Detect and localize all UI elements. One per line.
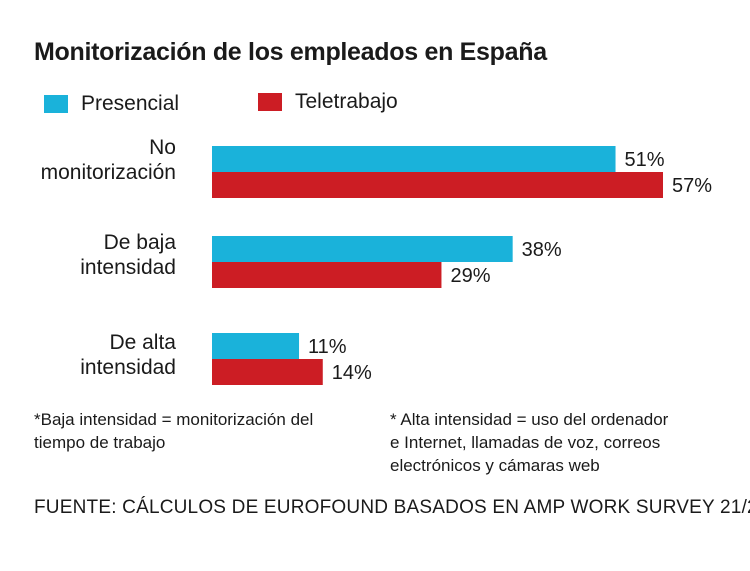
data-label-presencial-no-monitorizacion: 51% (625, 149, 665, 171)
bar-chart: 51% 57% 38% 29% 11% 14% (212, 146, 712, 385)
bar-teletrabajo-no-monitorizacion (212, 172, 663, 198)
bar-presencial-de-alta-intensidad (212, 333, 300, 359)
note-alta-intensidad: * Alta intensidad = uso del ordenador e … (390, 410, 669, 475)
note-baja-intensidad: *Baja intensidad = monitorización del ti… (34, 410, 314, 452)
bar-teletrabajo-de-alta-intensidad (212, 359, 323, 385)
category-label-baja-intensidad: De baja intensidad (80, 231, 176, 279)
legend-label-presencial: Presencial (81, 92, 180, 115)
legend-swatch-teletrabajo (258, 93, 282, 111)
legend-item-teletrabajo: Teletrabajo (258, 90, 398, 114)
legend-label-teletrabajo: Teletrabajo (295, 90, 398, 113)
source-note: FUENTE: CÁLCULOS DE EUROFOUND BASADOS EN… (34, 497, 750, 518)
bar-presencial-de-baja-intensidad (212, 236, 513, 262)
category-label-no-monitorizacion: No monitorización (40, 136, 176, 184)
legend-swatch-presencial (44, 95, 68, 113)
legend-item-presencial: Presencial (44, 92, 179, 116)
data-label-presencial-de-alta-intensidad: 11% (308, 336, 347, 358)
data-label-teletrabajo-de-alta-intensidad: 14% (332, 362, 372, 384)
chart-title: Monitorización de los empleados en Españ… (34, 38, 547, 66)
bar-teletrabajo-de-baja-intensidad (212, 262, 442, 288)
data-label-presencial-de-baja-intensidad: 38% (522, 239, 562, 261)
data-label-teletrabajo-no-monitorizacion: 57% (672, 175, 712, 197)
category-label-alta-intensidad: De alta intensidad (80, 331, 176, 379)
bar-presencial-no-monitorizacion (212, 146, 616, 172)
data-label-teletrabajo-de-baja-intensidad: 29% (450, 265, 490, 287)
